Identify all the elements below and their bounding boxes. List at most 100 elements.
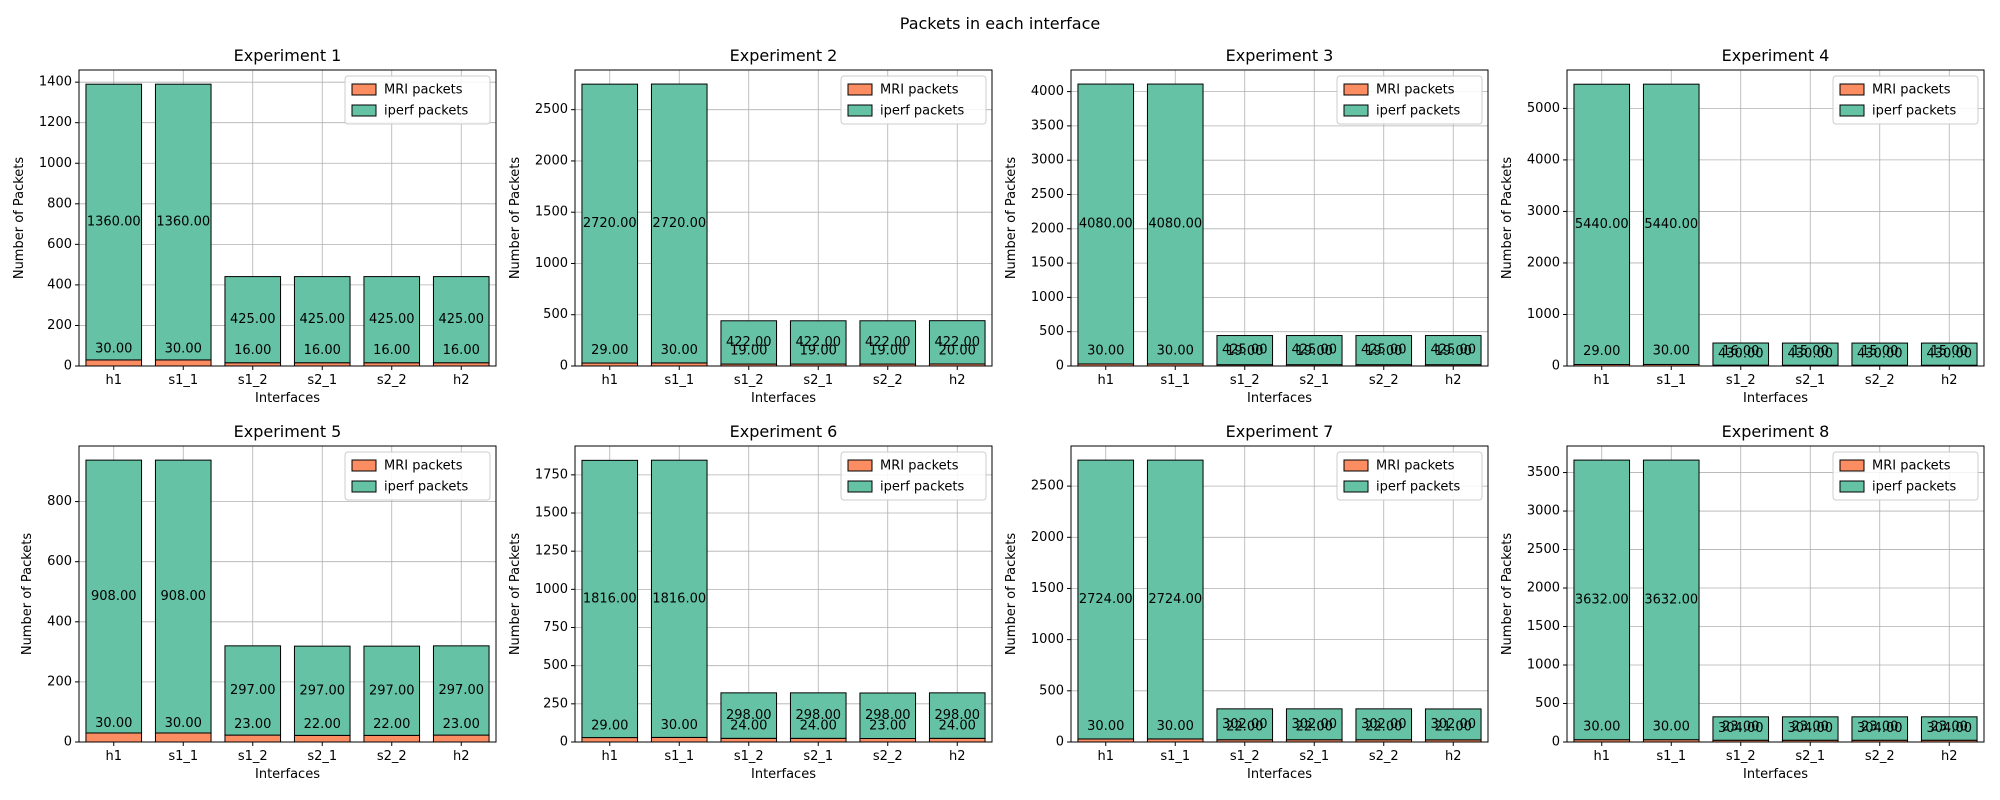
data-label-mri: 23.00	[1792, 720, 1829, 735]
figure-title: Packets in each interface	[900, 14, 1100, 33]
data-label-iperf: 422.00	[726, 335, 772, 350]
bar-iperf-s2_2	[363, 276, 421, 364]
x-tick-label: h1	[105, 373, 122, 388]
data-label-iperf: 302.00	[1361, 717, 1407, 732]
legend-swatch-iperf	[1343, 480, 1369, 493]
data-label-iperf: 425.00	[300, 312, 346, 327]
x-tick-label: s2_1	[1299, 373, 1329, 388]
y-tick-label: 0	[1552, 735, 1560, 750]
legend-box	[1832, 75, 1979, 125]
x-tick-label: h2	[453, 749, 470, 764]
x-tick-label: h2	[949, 373, 966, 388]
chart-title: Experiment 4	[1722, 46, 1830, 65]
data-label-mri: 29.00	[591, 718, 628, 733]
data-label-mri: 23.00	[869, 719, 906, 734]
data-label-iperf: 304.00	[1718, 721, 1764, 736]
legend-label-iperf: iperf packets	[1872, 480, 1956, 495]
data-label-iperf: 2720.00	[652, 216, 706, 231]
data-label-iperf: 430.00	[1788, 347, 1834, 362]
x-axis-label: Interfaces	[1743, 391, 1808, 406]
data-label-iperf: 3632.00	[1644, 592, 1698, 607]
data-label-mri: 23.00	[1931, 720, 1968, 735]
data-label-iperf: 425.00	[1361, 343, 1407, 358]
bar-iperf-s1_2	[1712, 716, 1770, 741]
bar-mri-h2	[432, 734, 490, 743]
y-tick-label: 1500	[1527, 619, 1560, 634]
bar-mri-s1_1	[650, 736, 708, 743]
bar-mri-s1_1	[154, 732, 212, 743]
legend-label-mri: MRI packets	[1376, 459, 1455, 474]
x-tick-label: s2_2	[873, 373, 903, 388]
y-tick-label: 0	[64, 359, 72, 374]
data-label-mri: 30.00	[95, 716, 132, 731]
data-label-mri: 30.00	[1157, 343, 1194, 358]
data-label-iperf: 3632.00	[1575, 592, 1629, 607]
bar-mri-s2_1	[293, 734, 351, 743]
legend-swatch-mri	[847, 459, 873, 472]
bar-iperf-s2_1	[1285, 335, 1343, 366]
data-label-mri: 22.00	[1365, 719, 1402, 734]
y-tick-label: 1400	[39, 75, 72, 90]
y-tick-label: 1000	[1527, 658, 1560, 673]
data-label-mri: 29.00	[1583, 344, 1620, 359]
legend: MRI packets iperf packets	[840, 451, 987, 501]
y-tick-label: 2000	[1527, 581, 1560, 596]
data-label-mri: 15.00	[1861, 344, 1898, 359]
data-label-iperf: 5440.00	[1644, 217, 1698, 232]
bar-iperf-s2_1	[293, 645, 351, 736]
data-label-mri: 23.00	[1861, 720, 1898, 735]
y-tick-label: 800	[47, 196, 72, 211]
bar-iperf-s2_1	[1781, 716, 1839, 741]
chart-panel-2: 29.002720.0030.002720.0019.00422.0019.00…	[508, 46, 993, 406]
data-label-mri: 24.00	[730, 719, 767, 734]
y-tick-label: 2500	[1031, 187, 1064, 202]
y-tick-label: 1250	[535, 544, 568, 559]
y-tick-label: 400	[47, 277, 72, 292]
data-label-mri: 16.00	[443, 343, 480, 358]
y-tick-label: 0	[560, 735, 568, 750]
legend-swatch-iperf	[1839, 104, 1865, 117]
data-label-iperf: 1360.00	[87, 215, 141, 230]
x-tick-label: h2	[1941, 373, 1958, 388]
data-label-iperf: 1816.00	[583, 591, 637, 606]
x-axis-label: Interfaces	[751, 767, 816, 782]
bar-iperf-s2_2	[1355, 335, 1413, 366]
data-label-mri: 15.00	[1931, 344, 1968, 359]
data-label-iperf: 425.00	[439, 312, 485, 327]
bar-iperf-h2	[1424, 335, 1482, 366]
x-tick-label: h1	[105, 749, 122, 764]
x-axis-label: Interfaces	[751, 391, 816, 406]
y-tick-label: 1000	[1527, 307, 1560, 322]
data-label-mri: 30.00	[1653, 344, 1690, 359]
x-tick-label: h1	[601, 373, 618, 388]
bar-mri-h1	[85, 732, 143, 743]
y-tick-label: 500	[543, 658, 568, 673]
legend-box	[344, 75, 491, 125]
legend: MRI packets iperf packets	[344, 75, 491, 125]
x-tick-label: s1_2	[238, 749, 268, 764]
bar-iperf-s1_1	[154, 83, 212, 361]
x-tick-label: s2_2	[873, 749, 903, 764]
legend-swatch-mri	[1343, 83, 1369, 96]
y-axis-label: Number of Packets	[20, 533, 35, 656]
data-label-iperf: 2724.00	[1079, 592, 1133, 607]
bar-iperf-s1_1	[1146, 83, 1204, 365]
data-label-iperf: 430.00	[1927, 347, 1973, 362]
data-label-mri: 30.00	[165, 341, 202, 356]
data-label-mri: 22.00	[304, 717, 341, 732]
data-label-mri: 29.00	[591, 343, 628, 358]
x-tick-label: s2_1	[307, 373, 337, 388]
y-tick-label: 1500	[535, 506, 568, 521]
chart-panel-6: 29.001816.0030.001816.0024.00298.0024.00…	[508, 422, 993, 782]
x-axis-label: Interfaces	[255, 767, 320, 782]
y-tick-label: 2500	[1031, 479, 1064, 494]
legend-label-mri: MRI packets	[1872, 459, 1951, 474]
bar-iperf-h1	[1077, 83, 1135, 365]
y-tick-label: 500	[543, 307, 568, 322]
data-label-iperf: 298.00	[796, 708, 842, 723]
legend-label-iperf: iperf packets	[1376, 480, 1460, 495]
legend-swatch-iperf	[847, 480, 873, 493]
